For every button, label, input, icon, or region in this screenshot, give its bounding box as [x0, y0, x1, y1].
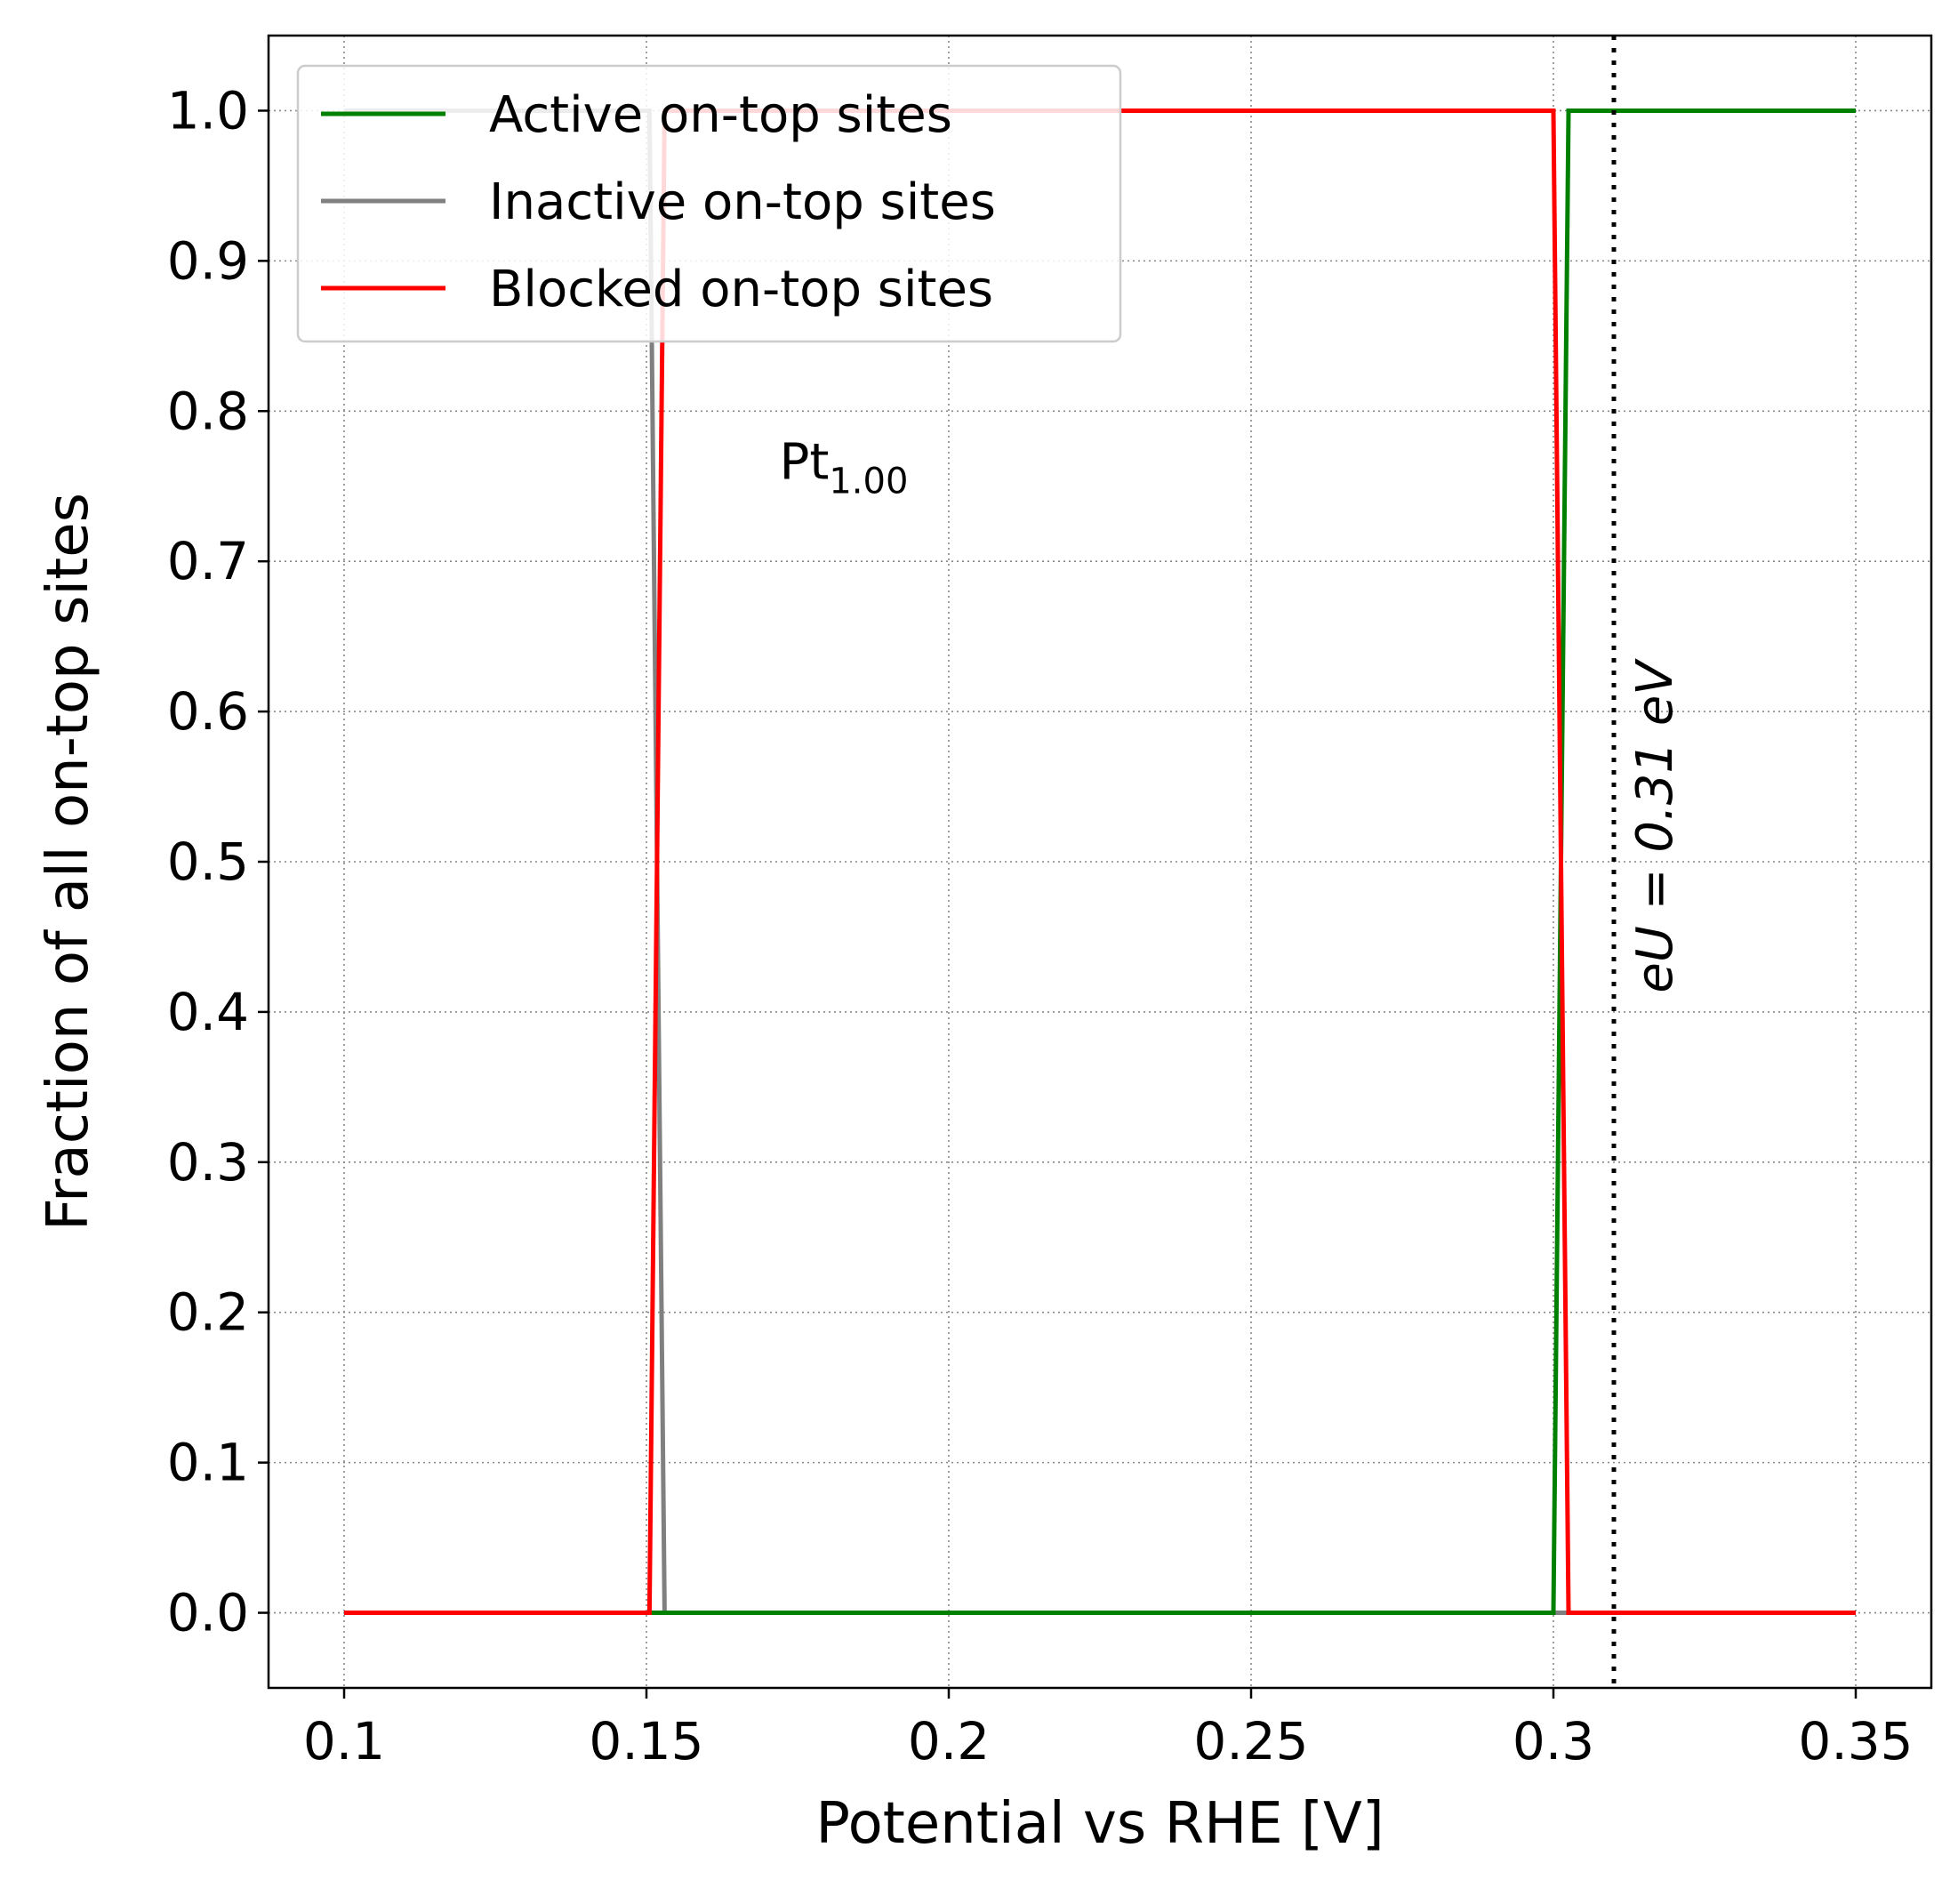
x-tick-label: 0.3: [1513, 1711, 1594, 1771]
y-tick-label: 0.9: [167, 230, 249, 291]
y-tick-label: 0.2: [167, 1282, 249, 1343]
y-tick-label: 1.0: [167, 80, 249, 141]
legend-label-blocked-on-top-sites: Blocked on-top sites: [489, 261, 993, 318]
y-tick-label: 0.4: [167, 982, 249, 1042]
potential-line-label: eU = 0.31 eV: [1626, 658, 1684, 993]
y-tick-label: 0.7: [167, 531, 249, 591]
y-tick-label: 0.3: [167, 1132, 249, 1193]
y-tick-label: 0.8: [167, 381, 249, 441]
y-axis-label: Fraction of all on-top sites: [36, 493, 101, 1231]
y-tick-label: 0.1: [167, 1433, 249, 1493]
y-tick-label: 0.6: [167, 681, 249, 742]
x-tick-label: 0.2: [908, 1711, 990, 1771]
legend-label-active-on-top-sites: Active on-top sites: [489, 86, 952, 144]
annotation-text: Pt: [780, 433, 830, 491]
x-tick-label: 0.35: [1798, 1711, 1913, 1771]
legend-box: [296, 64, 1122, 343]
legend-items: Active on-top sites Inactive on-top sites…: [321, 86, 996, 318]
composition-annotation: Pt1.00: [780, 433, 909, 502]
x-tick-label: 0.25: [1193, 1711, 1308, 1771]
y-tick-label: 0.5: [167, 831, 249, 892]
annotation-subscript: 1.00: [829, 461, 908, 502]
x-tick-label: 0.15: [589, 1711, 703, 1771]
legend-label-inactive-on-top-sites: Inactive on-top sites: [489, 173, 996, 231]
x-tick-label: 0.1: [303, 1711, 385, 1771]
y-tick-label: 0.0: [167, 1583, 249, 1643]
legend: Active on-top sites Inactive on-top sites…: [296, 64, 1122, 343]
ticks: 0.1 0.15 0.2 0.25 0.3 0.35 0.0 0.1 0.2 0.3 0.4 0.5 0…: [167, 80, 1914, 1771]
x-axis-label: Potential vs RHE [V]: [815, 1791, 1384, 1857]
